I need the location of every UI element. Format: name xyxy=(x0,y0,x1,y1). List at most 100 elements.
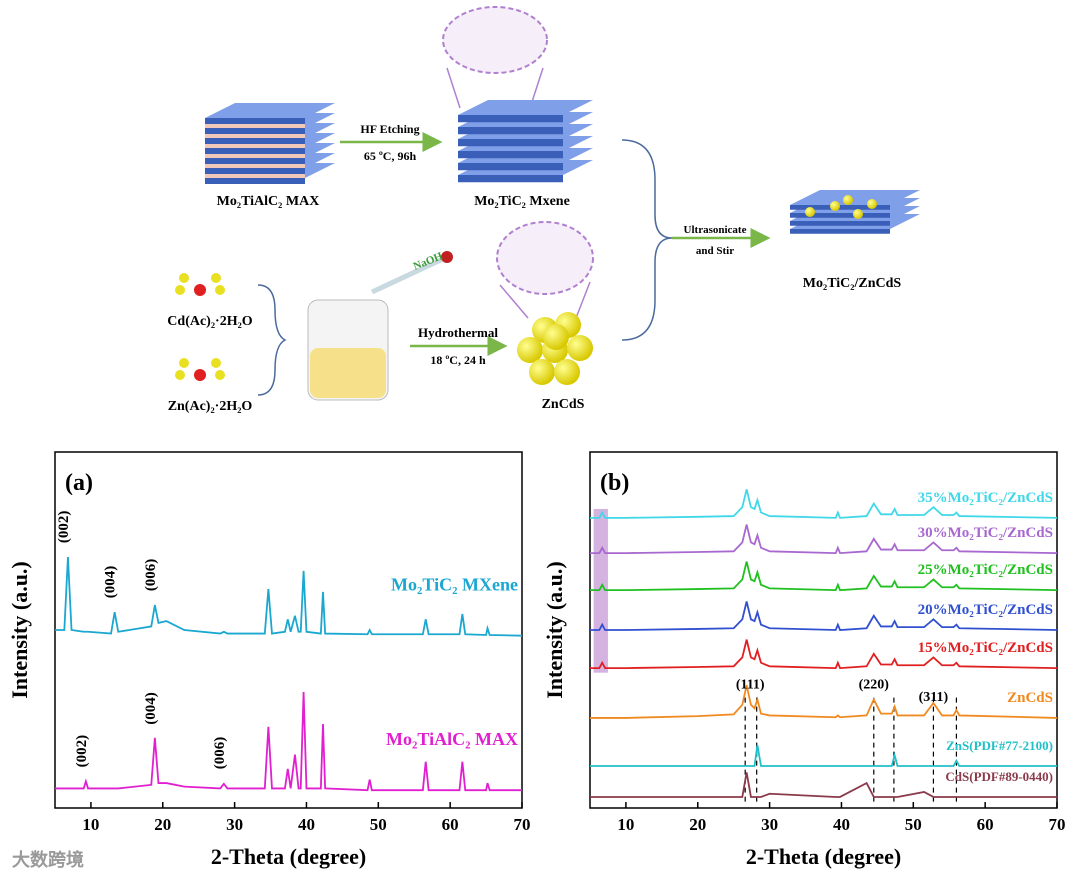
peak-label: (311) xyxy=(919,690,949,705)
y-axis-label: Intensity (a.u.) xyxy=(542,561,567,699)
xrd-line xyxy=(590,601,1058,631)
peak-label: (220) xyxy=(859,678,890,693)
layer-gap xyxy=(205,144,305,148)
series-label: ZnCdS xyxy=(1007,690,1053,706)
xrd-line xyxy=(590,489,1058,519)
atom xyxy=(211,358,221,368)
layer-side xyxy=(205,158,305,164)
layer-gap xyxy=(205,164,305,168)
layer-gap xyxy=(205,154,305,158)
series-label: CdS(PDF#89-0440) xyxy=(945,769,1053,784)
zncds-label: ZnCdS xyxy=(542,397,585,412)
xrd-line xyxy=(590,772,1057,798)
step-label: and Stir xyxy=(696,245,734,257)
peak-label: (004) xyxy=(143,692,159,725)
series-label: Mo₂TiAlC₂ MAX xyxy=(386,729,518,749)
layer-gap xyxy=(205,124,305,128)
max-label: Mo₂TiAlC₂ MAX xyxy=(217,194,320,209)
salt-label: Zn(Ac)₂·2H₂O xyxy=(168,399,253,414)
zoom-line xyxy=(499,281,591,319)
layer-side xyxy=(458,175,563,183)
layer-gap xyxy=(205,174,305,178)
atom xyxy=(175,285,185,295)
atom xyxy=(215,370,225,380)
layer-side xyxy=(205,128,305,134)
peak-label: (111) xyxy=(736,678,765,693)
nanoparticle xyxy=(517,337,543,363)
dropper-bulb xyxy=(441,251,453,263)
peak-label: (006) xyxy=(143,559,159,592)
zoom-bubble xyxy=(496,221,594,295)
molecule xyxy=(194,369,206,381)
layer-side xyxy=(205,118,305,124)
step-label: Ultrasonicate xyxy=(684,224,747,236)
salt-label: Cd(Ac)₂·2H₂O xyxy=(167,314,252,329)
layer-side xyxy=(458,139,563,147)
x-tick-label: 70 xyxy=(1049,815,1066,834)
x-axis-label: 2-Theta (degree) xyxy=(211,844,366,869)
x-tick-label: 10 xyxy=(617,815,634,834)
peak-label: (006) xyxy=(212,737,228,770)
layer-side xyxy=(458,151,563,159)
series-label: Mo₂TiC₂ MXene xyxy=(391,575,518,595)
layer-side xyxy=(458,127,563,135)
series-label: 30%Mo₂TiC₂/ZnCdS xyxy=(918,525,1053,541)
x-tick-label: 10 xyxy=(82,815,99,834)
x-tick-label: 40 xyxy=(298,815,315,834)
series-label: 35%Mo₂TiC₂/ZnCdS xyxy=(918,490,1053,506)
nanoparticle xyxy=(830,201,840,211)
xrd-line xyxy=(590,684,1058,719)
xrd-line xyxy=(590,744,1057,767)
panel-label: (b) xyxy=(600,470,629,496)
layer-side xyxy=(790,229,890,234)
nanoparticle xyxy=(867,199,877,209)
layer-gap xyxy=(205,134,305,138)
xrd-line xyxy=(55,556,523,637)
step-label: HF Etching xyxy=(360,122,419,136)
x-tick-label: 60 xyxy=(442,815,459,834)
layer-side xyxy=(205,138,305,144)
bracket xyxy=(621,139,673,341)
step-label: Hydrothermal xyxy=(418,325,498,340)
y-axis-label: Intensity (a.u.) xyxy=(7,561,32,699)
xrd-line xyxy=(590,524,1058,555)
molecule xyxy=(194,284,206,296)
nanoparticle xyxy=(805,207,815,217)
peak-label: (002) xyxy=(56,511,72,544)
layer-side xyxy=(790,205,890,210)
xrd-line xyxy=(55,691,522,792)
series-label: ZnS(PDF#77-2100) xyxy=(946,738,1053,753)
naoh-label: NaOH xyxy=(412,250,445,273)
x-axis-label: 2-Theta (degree) xyxy=(746,844,901,869)
nanoparticle xyxy=(554,359,580,385)
layer-side xyxy=(458,115,563,123)
layer-side xyxy=(790,213,890,218)
zoom-bubble xyxy=(442,6,548,74)
nanoparticle xyxy=(543,324,569,350)
layer-top xyxy=(205,103,335,118)
layer-top xyxy=(790,190,920,205)
nanoparticle xyxy=(843,195,853,205)
atom xyxy=(175,370,185,380)
bracket xyxy=(257,284,287,396)
watermark: 大数跨境 xyxy=(12,849,84,870)
atom xyxy=(211,273,221,283)
step-label: 18 ºC, 24 h xyxy=(430,353,486,367)
x-tick-label: 60 xyxy=(977,815,994,834)
atom xyxy=(179,273,189,283)
atom xyxy=(179,358,189,368)
xrd-line xyxy=(590,561,1058,592)
beaker-liquid xyxy=(310,348,386,398)
nanoparticle xyxy=(567,335,593,361)
x-tick-label: 30 xyxy=(226,815,243,834)
layer-side xyxy=(205,148,305,154)
layer-side xyxy=(790,221,890,226)
nanoparticle xyxy=(529,359,555,385)
schematic: Mo₂TiAlC₂ MAX HF Etching 65 ºC, 96h Mo₂T… xyxy=(167,6,920,414)
x-tick-label: 30 xyxy=(761,815,778,834)
product-label: Mo₂TiC₂/ZnCdS xyxy=(803,276,902,291)
x-tick-label: 40 xyxy=(833,815,850,834)
layer-side xyxy=(205,178,305,184)
